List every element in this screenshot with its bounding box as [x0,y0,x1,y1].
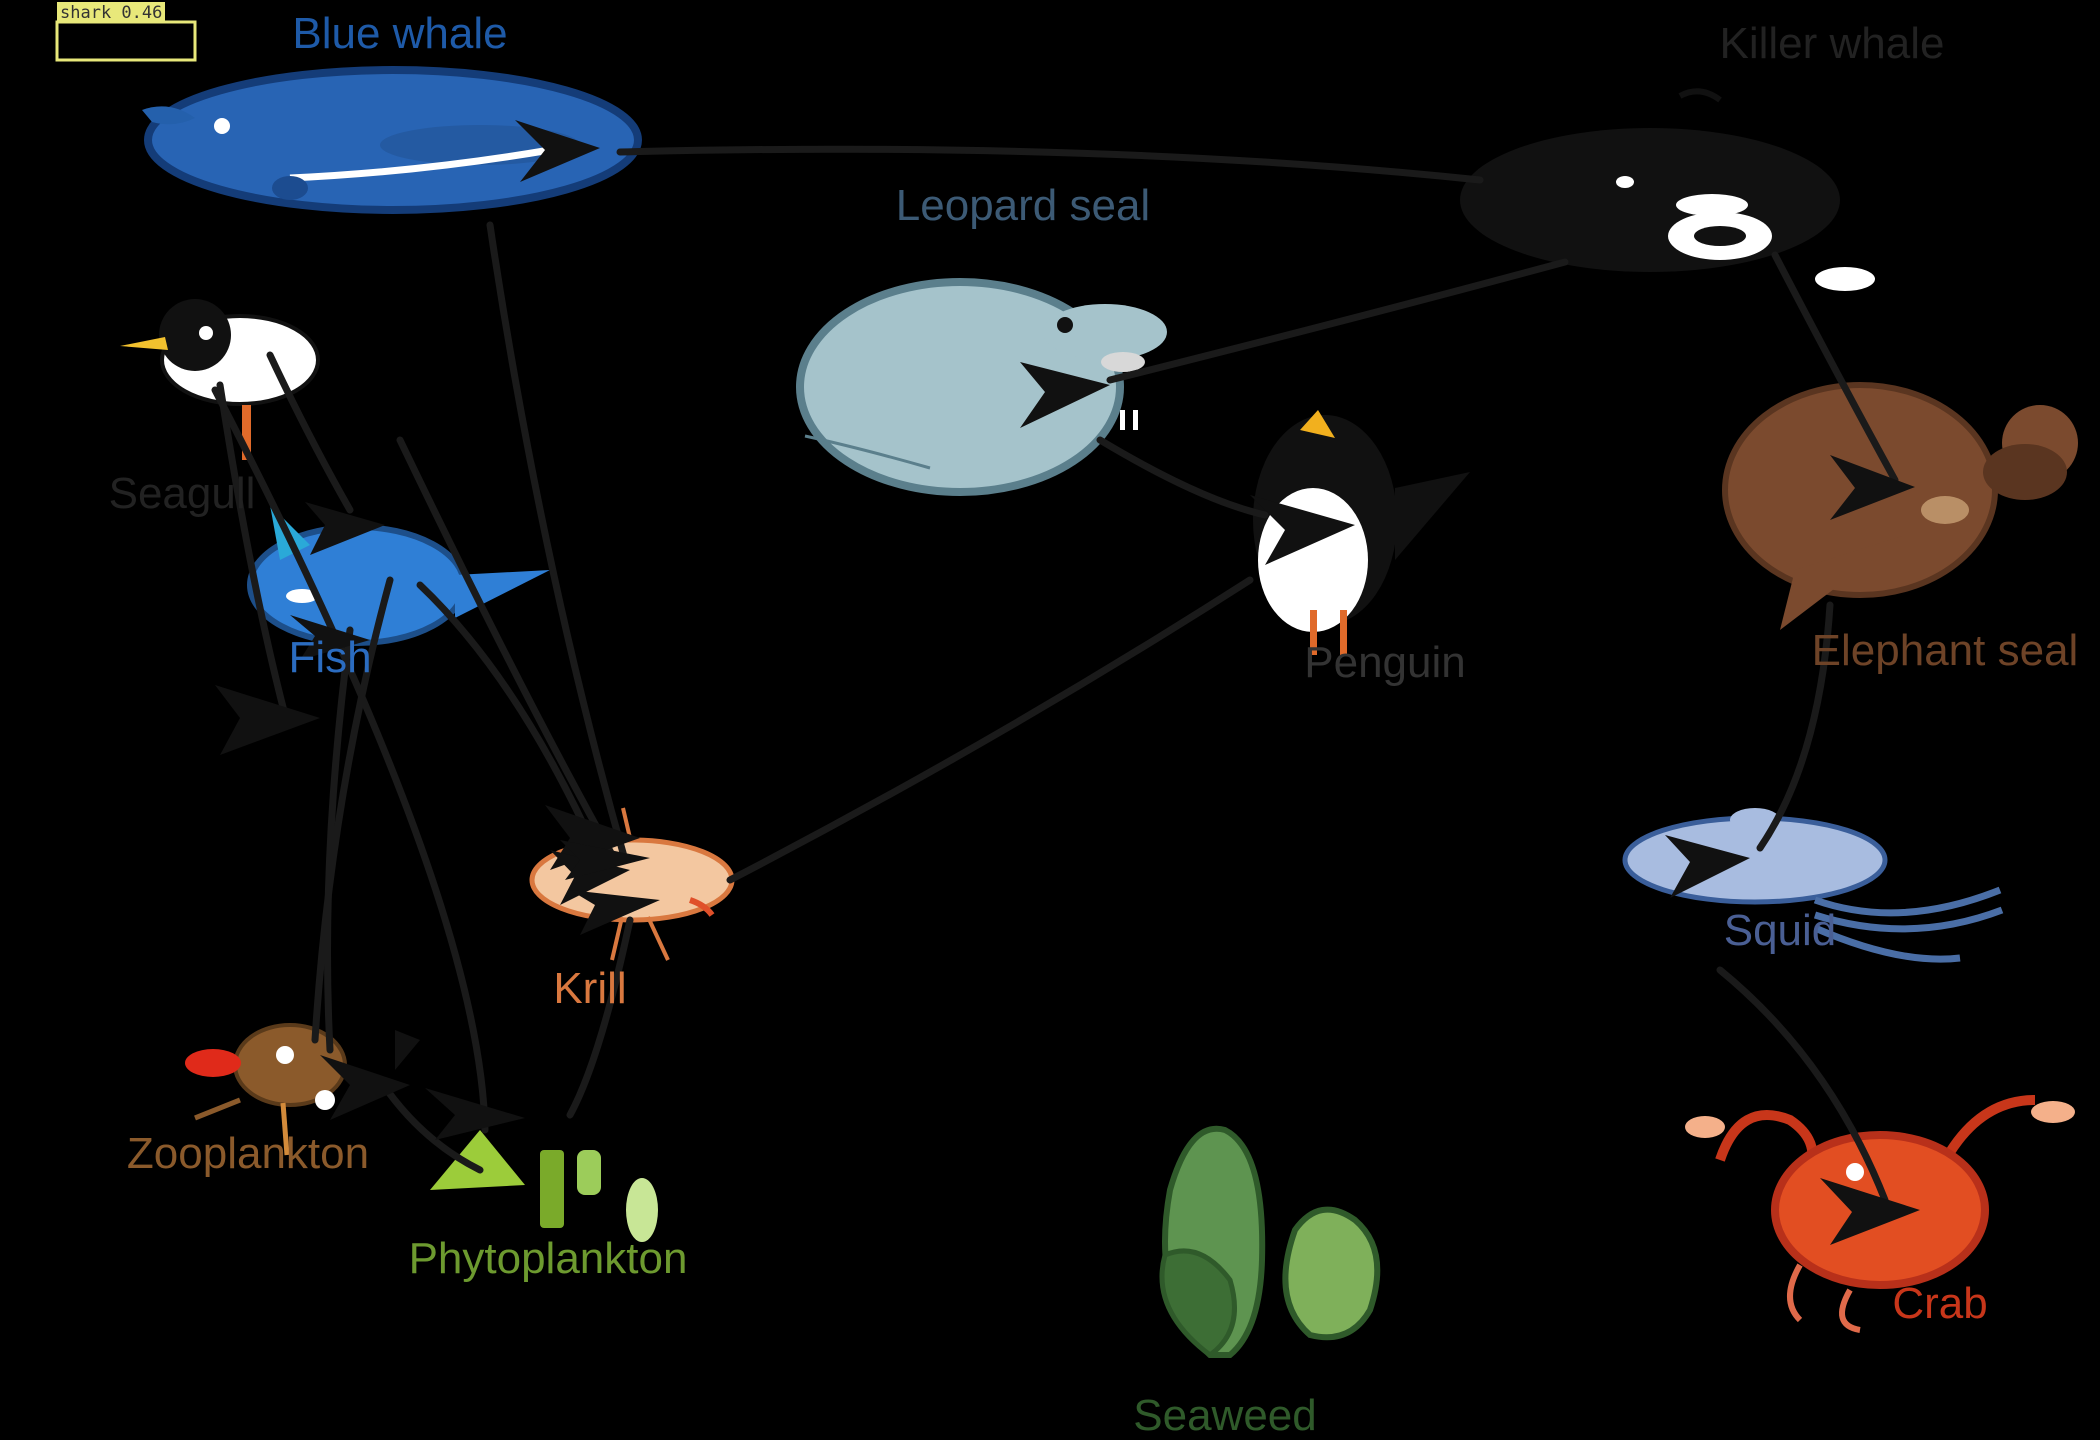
label-penguin: Penguin [1304,638,1465,687]
link-penguin-krill [726,576,1254,884]
arrowhead [305,502,385,555]
arrowhead [290,615,370,660]
arrowhead [1820,1178,1920,1245]
link-leopard-seal-penguin [1096,436,1269,519]
arrowhead [545,805,640,870]
arrowhead [550,850,630,905]
label-seaweed: Seaweed [1133,1391,1316,1440]
label-seagull: Seagull [109,469,256,518]
arrowhead [560,840,650,880]
label-elephant-seal: Elephant seal [1812,626,2079,675]
arrowhead [515,120,600,182]
link-fish-zooplankton [311,576,394,1044]
arrowhead [395,1030,420,1070]
link-blue-whale-krill [486,221,629,864]
link-squid-crab [1716,966,1889,1204]
arrowhead [1830,455,1915,520]
detection-label-bg [57,2,165,22]
arrowhead [215,685,320,755]
label-fish: Fish [288,633,371,682]
detection-label: shark 0.46 [60,3,162,23]
leopard-seal-icon [796,278,1167,496]
label-zooplankton: Zooplankton [127,1129,369,1178]
link-fish-krill [396,436,619,864]
label-blue-whale: Blue whale [292,9,507,58]
link-blue-whale-killer-whale [616,145,1484,184]
arrowhead [425,1088,525,1140]
label-squid: Squid [1724,906,1837,955]
killer-whale-icon [1460,88,1875,291]
seaweed-icon [1159,1125,1381,1359]
link-killer-whale-leopard-seal [1106,258,1569,384]
label-leopard-seal: Leopard seal [896,181,1150,230]
food-web-links [211,145,1899,1204]
link-seagull-zooplankton [216,381,289,719]
phytoplankton-icon [430,1130,658,1242]
arrowhead [320,1055,410,1120]
detection-overlay: shark 0.46 [55,2,197,62]
link-fish-krill-2 [416,581,604,864]
zooplankton-icon [185,1023,347,1156]
blue-whale-icon [142,66,642,214]
arrowhead [1665,835,1750,898]
link-seagull-krill [211,386,489,1134]
arrowheads [215,120,1920,1245]
arrowhead [570,890,660,935]
link-elephant-seal-squid [1756,601,1834,852]
seagull-icon [120,299,320,460]
link-seagull-fish [266,351,354,514]
organism-labels: Blue whale Killer whale Leopard seal Sea… [109,9,2079,1440]
label-krill: Krill [553,964,626,1013]
link-fish-zooplankton-2 [324,626,354,1054]
link-killer-whale-elephant-seal [1771,251,1899,484]
label-crab: Crab [1892,1279,1987,1328]
arrowhead [1250,495,1355,565]
link-krill-phytoplankton [566,916,634,1119]
label-killer-whale: Killer whale [1720,19,1945,68]
label-phytoplankton: Phytoplankton [409,1234,688,1283]
arrowhead [1020,362,1110,428]
